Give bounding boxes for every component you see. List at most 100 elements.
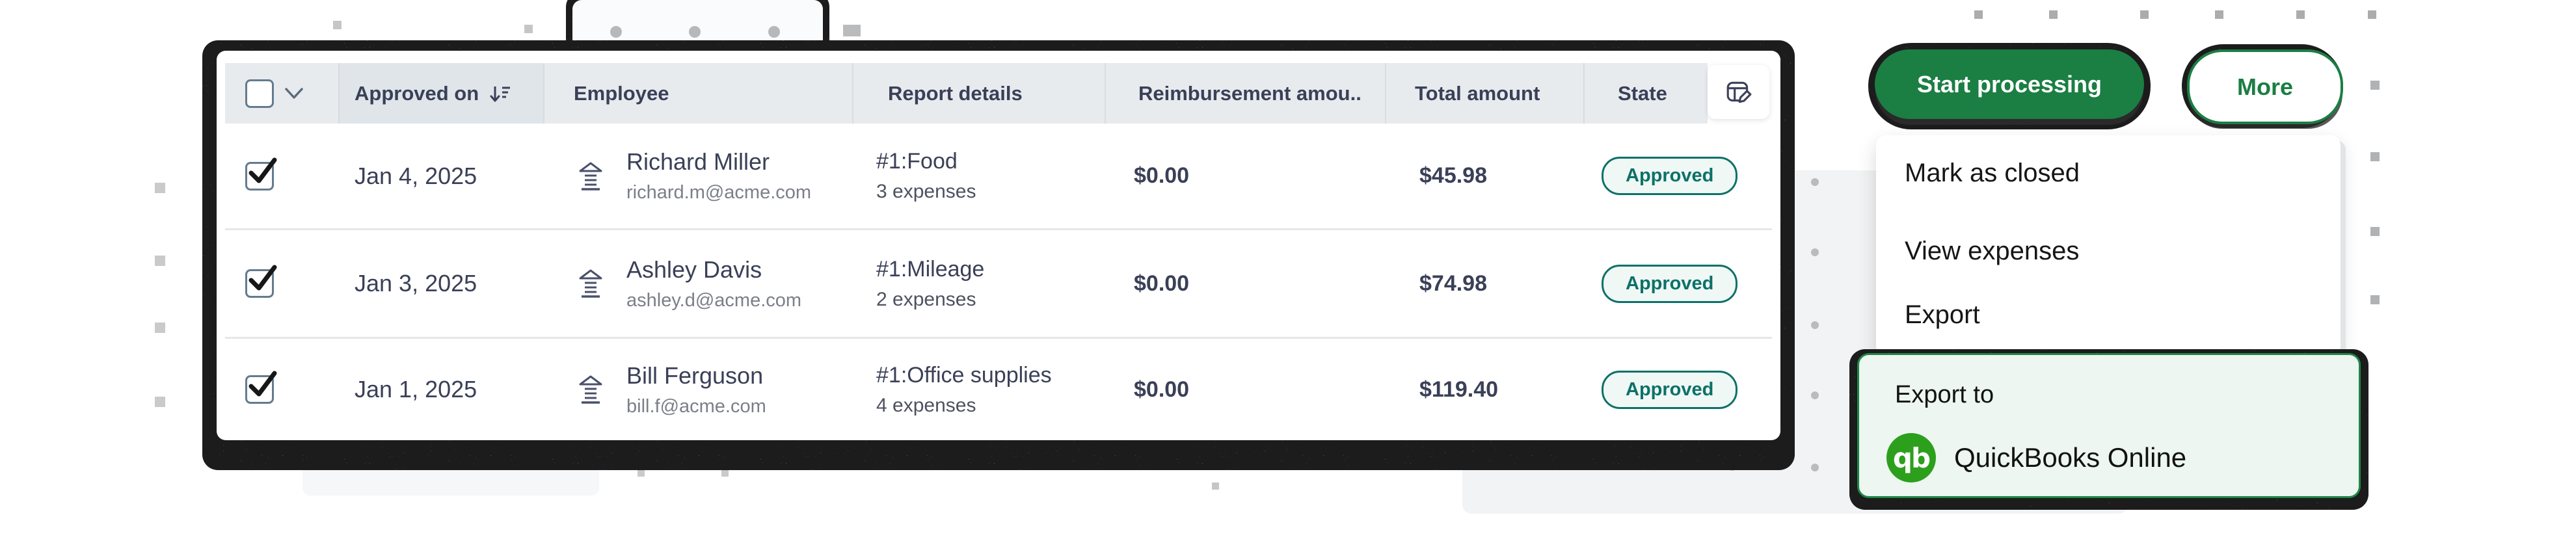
- column-header-label: Report details: [888, 81, 1023, 105]
- column-divider: [1385, 63, 1386, 124]
- decor-dot: [524, 25, 533, 33]
- report-expense-count: 3 expenses: [876, 181, 976, 202]
- employee-cell: Bill Ferguson bill.f@acme.com: [626, 339, 766, 440]
- column-divider: [543, 63, 544, 124]
- decor-dot: [155, 183, 165, 193]
- approved-on-cell: Jan 3, 2025: [355, 270, 477, 297]
- decor-dot: [155, 397, 165, 407]
- table-row[interactable]: Jan 4, 2025 Richard Miller richard.m@acm…: [217, 124, 1780, 228]
- state-cell: Approved: [1602, 124, 1738, 228]
- row-checkbox-cell: [245, 339, 277, 440]
- employee-cell: Richard Miller richard.m@acme.com: [626, 124, 811, 228]
- table-row[interactable]: Jan 3, 2025 Ashley Davis ashley.d@acme.c…: [217, 230, 1780, 337]
- start-processing-button[interactable]: Start processing: [1875, 49, 2144, 119]
- decor-dot: [1811, 248, 1819, 256]
- report-expense-count: 2 expenses: [876, 288, 976, 310]
- window-control-dot: [610, 26, 622, 38]
- column-divider: [852, 63, 853, 124]
- bank-icon: [578, 230, 603, 337]
- decor-dot: [843, 25, 861, 36]
- menu-item-view-expenses[interactable]: View expenses: [1905, 236, 2080, 265]
- decor-dot: [2049, 10, 2058, 19]
- total-amount: $119.40: [1419, 376, 1499, 402]
- decor-dot: [333, 21, 342, 29]
- menu-item-mark-as-closed[interactable]: Mark as closed: [1905, 158, 2080, 187]
- employee-email: bill.f@acme.com: [626, 395, 766, 417]
- decor-dot: [2370, 227, 2380, 236]
- employee-email: ashley.d@acme.com: [626, 289, 802, 311]
- employee-name: Ashley Davis: [626, 256, 762, 283]
- status-badge: Approved: [1602, 370, 1738, 409]
- decor-dot: [2370, 81, 2380, 90]
- table-edit-icon: [1726, 81, 1751, 103]
- total-amount: $74.98: [1419, 270, 1487, 296]
- employee-cell: Ashley Davis ashley.d@acme.com: [626, 230, 801, 337]
- more-button[interactable]: More: [2187, 49, 2343, 124]
- column-header-employee[interactable]: Employee: [574, 63, 669, 124]
- column-header-label: Employee: [574, 81, 669, 105]
- row-checkbox[interactable]: [245, 371, 277, 404]
- window-control-dot: [768, 26, 780, 38]
- bank-icon: [578, 124, 603, 228]
- report-details-cell: #1:Office supplies 4 expenses: [876, 339, 1052, 440]
- reimbursement-amount: $0.00: [1134, 270, 1190, 296]
- decor-dot: [1811, 178, 1819, 186]
- export-to-panel: Export to qb QuickBooks Online: [1857, 353, 2361, 498]
- report-details-cell: #1:Food 3 expenses: [876, 124, 976, 228]
- reimbursement-amount: $0.00: [1134, 376, 1190, 402]
- export-destination-label: QuickBooks Online: [1954, 442, 2187, 473]
- decor-dot: [155, 323, 165, 333]
- row-divider: [225, 337, 1772, 339]
- decor-dot: [1212, 482, 1219, 490]
- column-header-label: Approved on: [355, 81, 479, 105]
- row-checkbox[interactable]: [245, 157, 277, 191]
- bank-icon: [578, 339, 603, 440]
- row-checkbox-cell: [245, 230, 277, 337]
- status-badge: Approved: [1602, 264, 1738, 303]
- column-header-report-details[interactable]: Report details: [888, 63, 1023, 124]
- edit-columns-button[interactable]: [1708, 65, 1769, 119]
- select-all-checkbox[interactable]: [245, 79, 274, 108]
- employee-email: richard.m@acme.com: [626, 182, 812, 203]
- export-destination-quickbooks[interactable]: qb QuickBooks Online: [1886, 433, 2186, 482]
- decor-dot: [1811, 321, 1819, 329]
- column-divider: [1105, 63, 1106, 124]
- decor-dot: [155, 256, 165, 266]
- decor-dot: [721, 469, 729, 477]
- total-amount: $45.98: [1419, 163, 1487, 188]
- state-cell: Approved: [1602, 339, 1738, 440]
- decor-dot: [1811, 391, 1819, 399]
- column-header-state[interactable]: State: [1618, 63, 1667, 124]
- row-checkbox[interactable]: [245, 265, 277, 298]
- employee-name: Richard Miller: [626, 148, 770, 175]
- employee-name: Bill Ferguson: [626, 362, 764, 389]
- report-title: #1:Office supplies: [876, 362, 1052, 388]
- row-divider: [225, 228, 1772, 230]
- status-badge: Approved: [1602, 157, 1738, 195]
- column-header-total-amount[interactable]: Total amount: [1415, 63, 1540, 124]
- table-row[interactable]: Jan 1, 2025 Bill Ferguson bill.f@acme.co…: [217, 339, 1780, 440]
- more-dropdown-menu: Mark as closed View expenses Export: [1876, 135, 2341, 356]
- decor-dot: [2296, 10, 2305, 19]
- decor-dot: [637, 469, 645, 477]
- column-header-reimbursement[interactable]: Reimbursement amou..: [1138, 63, 1362, 124]
- sorted-column-highlight: [338, 63, 543, 124]
- column-divider: [338, 63, 340, 124]
- column-header-approved-on[interactable]: Approved on: [355, 63, 511, 124]
- approved-on-cell: Jan 4, 2025: [355, 162, 477, 189]
- menu-item-export[interactable]: Export: [1905, 300, 1980, 329]
- report-title: #1:Mileage: [876, 256, 985, 282]
- report-title: #1:Food: [876, 149, 958, 174]
- decor-dot: [2370, 152, 2380, 161]
- decor-dot: [1811, 464, 1819, 471]
- checkmark-icon: [248, 157, 277, 183]
- row-checkbox-cell: [245, 124, 277, 228]
- window-control-dot: [689, 26, 701, 38]
- column-header-label: Total amount: [1415, 81, 1540, 105]
- approved-on-cell: Jan 1, 2025: [355, 376, 477, 402]
- chevron-down-icon[interactable]: [284, 87, 304, 100]
- state-cell: Approved: [1602, 230, 1738, 337]
- decor-dot: [1974, 10, 1983, 19]
- decor-dot: [2140, 10, 2149, 19]
